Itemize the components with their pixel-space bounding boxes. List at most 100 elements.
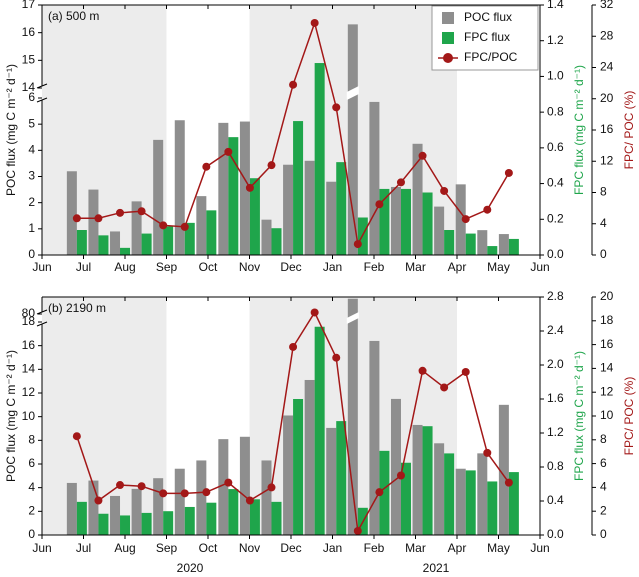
y3-tick-label: 12	[600, 153, 614, 167]
x-tick-label: Jan	[323, 541, 342, 555]
y-tick-label: 0	[28, 247, 35, 261]
y-tick-label: 6	[28, 90, 35, 104]
ratio-point	[440, 383, 449, 392]
fpc-bar	[379, 450, 390, 535]
ratio-point	[137, 207, 146, 216]
fpc-bar	[98, 235, 109, 255]
y-tick-label: 16	[22, 25, 36, 39]
y2-axis-title: FPC flux (mg C m⁻² d⁻¹)	[572, 351, 586, 481]
legend-label: FPC/POC	[464, 50, 518, 64]
fpc-bar	[444, 453, 455, 535]
ratio-point	[461, 215, 470, 224]
y-tick-label: 1	[28, 221, 35, 235]
x-tick-label: Apr	[448, 541, 467, 555]
y3-tick-label: 20	[600, 91, 614, 105]
poc-bar	[326, 427, 337, 535]
poc-bar	[218, 122, 229, 255]
y3-tick-label: 8	[600, 185, 607, 199]
ratio-point	[418, 151, 427, 160]
poc-bar	[347, 24, 358, 255]
fpc-bar	[206, 502, 217, 535]
poc-bar	[369, 340, 380, 535]
y2-tick-label: 1.6	[547, 391, 564, 405]
y2-tick-label: 2.0	[547, 357, 564, 371]
fpc-bar	[228, 489, 239, 535]
fpc-bar	[465, 233, 476, 255]
axis-break	[36, 97, 48, 103]
season-shading	[42, 297, 167, 535]
x-tick-label: Aug	[114, 260, 135, 274]
x-tick-label: Jul	[76, 260, 91, 274]
ratio-point	[94, 214, 103, 223]
y3-axis-title: FPC/ POC (%)	[622, 377, 636, 456]
poc-bar	[261, 219, 272, 255]
ratio-point	[461, 367, 470, 376]
x-tick-label: Nov	[239, 260, 260, 274]
ratio-point	[483, 448, 492, 457]
x-tick-label: May	[487, 260, 510, 274]
x-tick-label: Dec	[280, 541, 301, 555]
poc-bar	[110, 231, 121, 255]
ratio-point	[224, 478, 233, 487]
x-tick-label: Jan	[323, 260, 342, 274]
fpc-bar	[487, 481, 498, 535]
y2-tick-label: 0.2	[547, 211, 564, 225]
ratio-point	[396, 471, 405, 480]
y3-tick-label: 4	[600, 216, 607, 230]
y3-axis-title: FPC/ POC (%)	[622, 91, 636, 170]
axis-break	[36, 321, 48, 327]
x-tick-label: Mar	[405, 260, 426, 274]
fpc-bar	[487, 246, 498, 255]
y2-tick-label: 1.2	[547, 33, 564, 47]
x-tick-label: Feb	[364, 260, 385, 274]
ratio-point	[224, 147, 233, 156]
y-tick-label: 2	[28, 504, 35, 518]
poc-bar	[196, 460, 207, 535]
poc-bar	[218, 439, 229, 535]
y-tick-label: 17	[22, 0, 36, 11]
poc-bar	[153, 139, 164, 255]
ratio-point	[310, 308, 319, 317]
ratio-point	[116, 208, 125, 217]
fpc-bar	[141, 233, 152, 255]
ratio-point	[310, 18, 319, 27]
y2-tick-label: 1.0	[547, 69, 564, 83]
poc-bar	[110, 495, 121, 535]
poc-bar	[498, 234, 509, 255]
fpc-bar	[141, 512, 152, 535]
poc-bar	[498, 404, 509, 535]
x-tick-label: Apr	[448, 260, 467, 274]
poc-bar	[239, 121, 250, 255]
year-label: 2020	[177, 561, 204, 575]
poc-bar	[412, 143, 423, 255]
ratio-point	[375, 488, 384, 497]
poc-bar	[153, 478, 164, 535]
ratio-point	[245, 183, 254, 192]
fpc-bar	[76, 501, 87, 535]
y3-tick-label: 4	[600, 480, 607, 494]
poc-bar	[434, 206, 445, 255]
y-tick-label: 80	[22, 306, 36, 320]
fpc-bar	[508, 472, 519, 535]
fpc-bar	[336, 421, 347, 535]
ratio-point	[418, 366, 427, 375]
ratio-point	[180, 489, 189, 498]
x-tick-label: Feb	[364, 541, 385, 555]
poc-bar	[66, 482, 77, 535]
fpc-bar	[184, 222, 195, 255]
ratio-point	[159, 221, 168, 230]
ratio-point	[116, 481, 125, 490]
y-tick-label: 8	[28, 433, 35, 447]
y-tick-label: 4	[28, 143, 35, 157]
poc-bar	[261, 460, 272, 535]
y-tick-label: 18	[22, 314, 36, 328]
fpc-bar	[98, 513, 109, 535]
fpc-bar	[465, 470, 476, 535]
y2-tick-label: 0.8	[547, 104, 564, 118]
fpc-bar	[228, 137, 239, 255]
y2-axis-title: FPC flux (mg C m⁻² d⁻¹)	[572, 65, 586, 195]
ratio-point	[72, 214, 81, 223]
ratio-point	[267, 161, 276, 170]
x-tick-label: Oct	[199, 260, 218, 274]
y-tick-label: 14	[22, 80, 36, 94]
